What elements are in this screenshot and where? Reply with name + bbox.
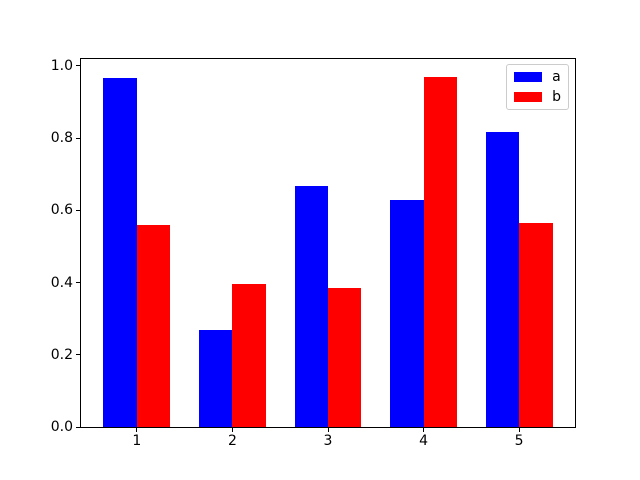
y-axis-tick	[76, 282, 80, 284]
legend-entry: b	[514, 90, 561, 104]
y-axis-tick	[76, 209, 80, 211]
x-axis-tick	[136, 428, 138, 432]
y-axis-tick	[76, 354, 80, 356]
bar-b-1	[136, 224, 171, 427]
x-axis-tick-label: 2	[227, 433, 237, 449]
y-axis-tick	[76, 426, 80, 428]
legend-label: a	[552, 69, 561, 85]
x-axis-tick-label: 4	[419, 433, 428, 449]
bar-b-5	[519, 223, 553, 427]
y-axis-tick-label: 0.8	[50, 130, 73, 147]
legend-entry: a	[514, 70, 561, 84]
bar-a-2	[199, 329, 233, 427]
bar-a-3	[294, 186, 328, 427]
y-axis-tick-label: 0.0	[50, 419, 73, 435]
bar-b-4	[423, 77, 457, 427]
bar-a-4	[390, 199, 424, 427]
x-axis-tick-label: 1	[132, 433, 142, 449]
y-axis-tick	[76, 65, 80, 67]
x-axis-tick	[327, 428, 329, 432]
y-axis-tick-label: 0.6	[50, 202, 73, 219]
y-axis-tick-label: 0.4	[50, 274, 73, 291]
bar-a-1	[103, 77, 137, 427]
legend-swatch-b	[514, 92, 543, 102]
x-axis-tick-label: 5	[514, 433, 524, 449]
x-axis-tick	[518, 428, 520, 432]
bar-b-2	[232, 284, 266, 427]
y-axis-tick	[76, 137, 80, 139]
bar-b-3	[328, 287, 362, 427]
x-axis-tick	[423, 428, 425, 432]
x-axis-tick	[231, 428, 233, 432]
y-axis-tick-label: 1.0	[50, 57, 73, 74]
y-axis-tick-label: 0.2	[50, 346, 73, 363]
x-axis-tick-label: 3	[323, 433, 333, 449]
legend-swatch-a	[514, 72, 543, 82]
legend-label: b	[552, 89, 561, 105]
bar-a-5	[485, 131, 520, 427]
